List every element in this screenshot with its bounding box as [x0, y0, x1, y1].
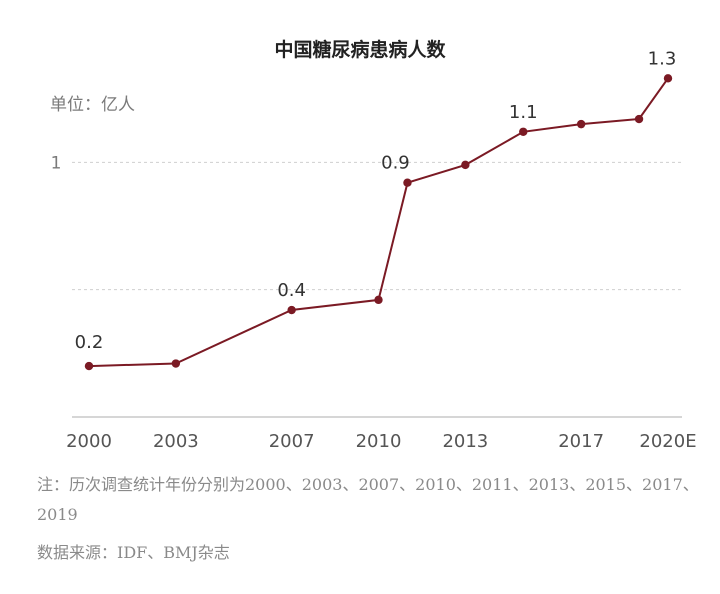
- data-point: [519, 127, 528, 136]
- data-label: 0.9: [381, 153, 410, 174]
- x-tick-labels: 2000 2003 2007 2010 2013 2017 2020E: [66, 431, 697, 452]
- x-tick-label: 2007: [269, 431, 315, 452]
- data-point: [84, 361, 94, 371]
- gridlines: [72, 161, 682, 291]
- line-chart: 中国糖尿病患病人数 单位：亿人 1 2000 2003 2007 2010 2013 20…: [50, 38, 697, 452]
- unit-label: 单位：亿人: [50, 95, 135, 115]
- data-points: [84, 74, 673, 371]
- data-source: 数据来源：IDF、BMJ杂志: [37, 543, 230, 562]
- data-point: [403, 178, 412, 187]
- data-label: 1.3: [648, 48, 677, 69]
- data-point: [461, 160, 470, 170]
- x-tick-label: 2010: [356, 431, 402, 452]
- chart-footer: 注：历次调查统计年份分别为2000、2003、2007、2010、2011、20…: [37, 470, 707, 568]
- x-tick-label: 2003: [153, 431, 199, 452]
- data-labels: 0.2 0.4 0.9 1.1 1.3: [75, 48, 677, 353]
- data-point: [287, 305, 296, 315]
- data-point: [634, 114, 644, 124]
- series-line: [88, 77, 669, 368]
- data-label: 0.4: [277, 280, 306, 301]
- x-tick-label: 2000: [66, 431, 112, 452]
- data-point: [663, 74, 673, 83]
- data-point: [374, 295, 383, 305]
- y-tick-labels: 1: [51, 153, 62, 173]
- data-label: 1.1: [509, 102, 538, 123]
- chart-title: 中国糖尿病患病人数: [274, 38, 446, 61]
- footnote: 注：历次调查统计年份分别为2000、2003、2007、2010、2011、20…: [37, 475, 699, 524]
- x-tick-label: 2020E: [639, 431, 696, 452]
- x-tick-label: 2013: [442, 431, 488, 452]
- x-tick-label: 2017: [558, 431, 604, 452]
- data-point: [171, 359, 181, 368]
- data-label: 0.2: [75, 332, 104, 353]
- data-point: [576, 119, 586, 129]
- y-tick-label: 1: [51, 153, 62, 173]
